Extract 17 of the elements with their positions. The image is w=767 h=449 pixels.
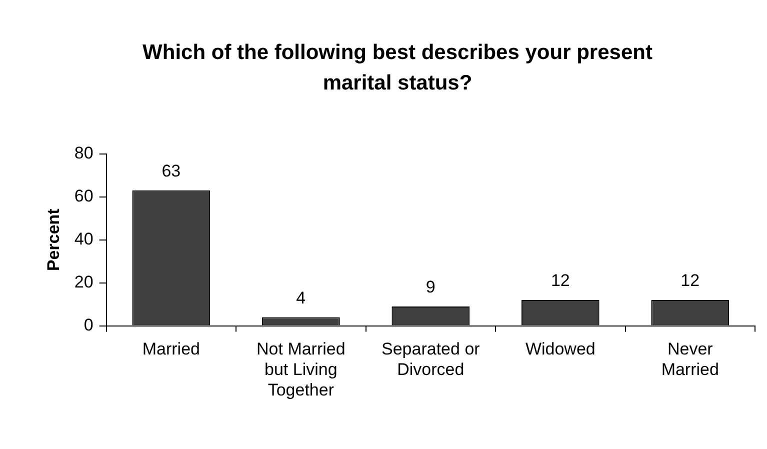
y-tick-label: 0: [84, 315, 94, 334]
data-label: 4: [296, 288, 306, 308]
x-tick-label: Not Married but Living Together: [256, 340, 346, 400]
x-tick-label: Never Married: [661, 340, 719, 380]
x-tick-label: Separated or Divorced: [382, 340, 480, 380]
data-label: 9: [426, 278, 436, 297]
chart-title: Which of the following best describes your present marital status?: [142, 41, 652, 94]
x-tick-label: Married: [142, 340, 200, 359]
y-tick-label: 20: [74, 272, 94, 292]
y-tick-label: 60: [74, 186, 94, 206]
data-label: 12: [680, 271, 700, 290]
y-tick-label: 80: [74, 144, 94, 163]
data-label: 12: [550, 271, 570, 290]
data-label: 63: [162, 162, 181, 181]
y-tick-label: 40: [74, 230, 94, 249]
y-axis-title: Percent: [44, 208, 63, 272]
x-tick-label: Widowed: [525, 340, 596, 359]
